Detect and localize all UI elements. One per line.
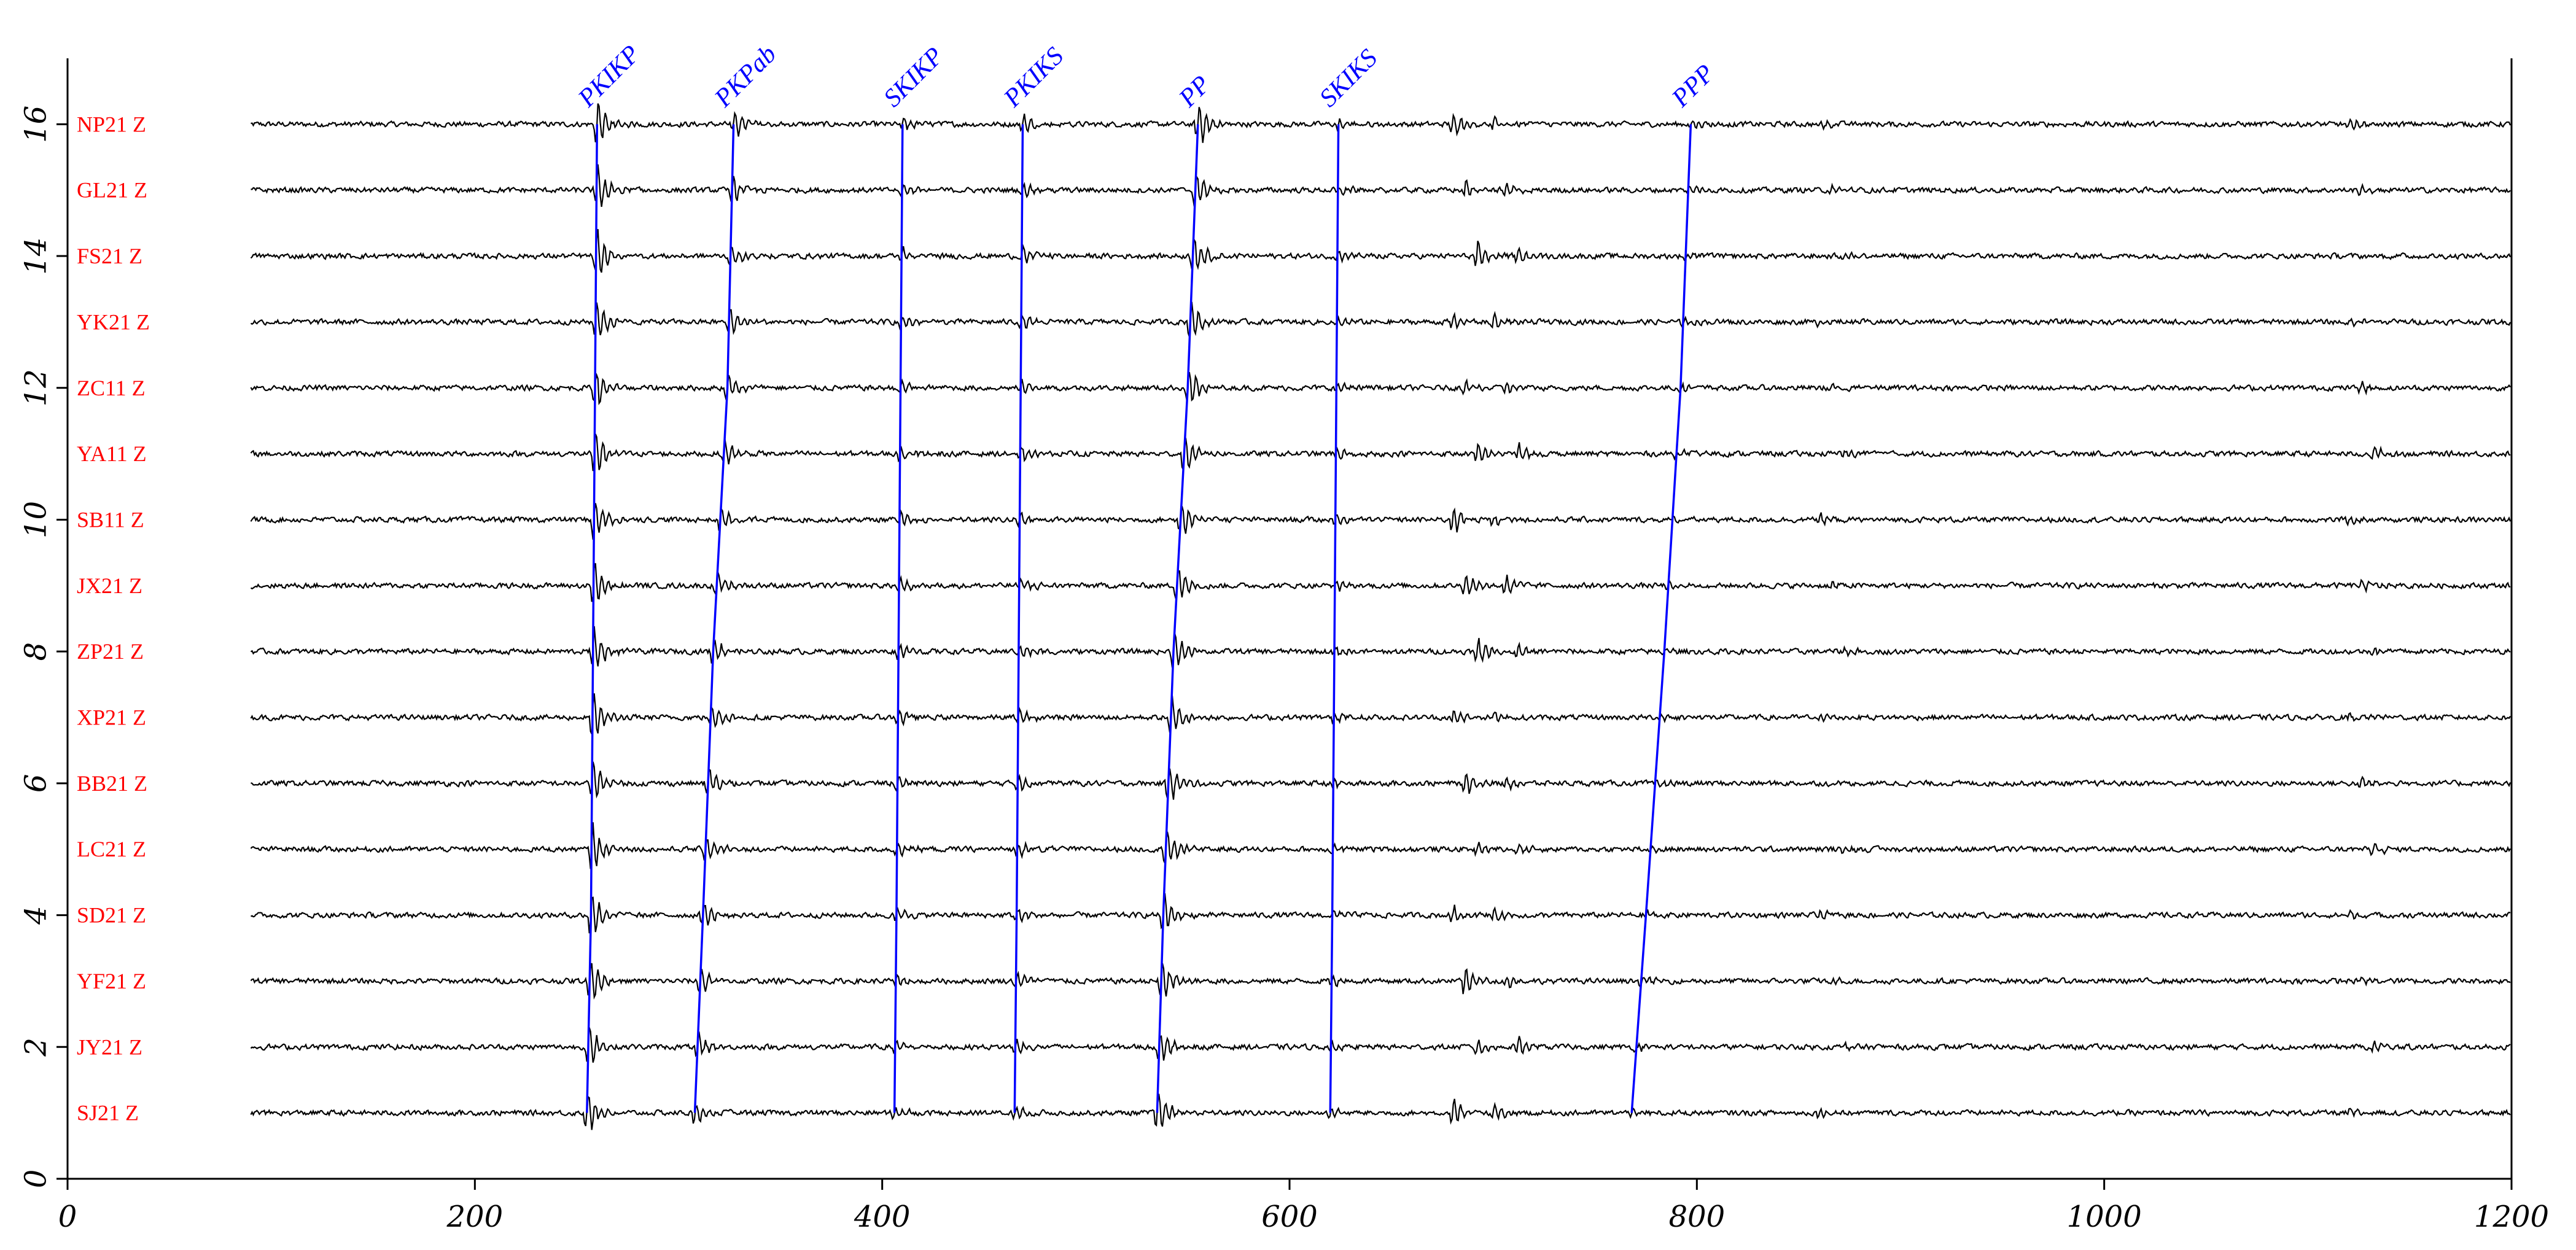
station-label: JX21 Z	[77, 573, 142, 598]
station-label: SB11 Z	[77, 507, 144, 532]
station-label: XP21 Z	[77, 705, 146, 730]
y-tick-label-16: 16	[19, 106, 53, 143]
station-label: NP21 Z	[77, 112, 146, 136]
station-label: FS21 Z	[77, 244, 142, 268]
y-tick-label-2: 2	[19, 1038, 53, 1057]
trace-sj21-z	[250, 1093, 2511, 1130]
plot-frame	[66, 58, 2513, 1180]
y-tick-label-12: 12	[19, 369, 53, 406]
trace-zp21-z	[250, 626, 2511, 668]
station-label: SJ21 Z	[77, 1101, 139, 1125]
trace-np21-z	[251, 103, 2512, 143]
phase-labels: PKIKP PKPab SKIKP PKIKS PP SKIKS PPP	[572, 40, 1720, 113]
phase-curve-pkpab	[693, 124, 735, 1113]
seismic-traces	[250, 103, 2512, 1130]
x-tick-label-0: 0	[58, 1200, 77, 1234]
trace-jx21-z	[250, 563, 2511, 602]
station-label: ZP21 Z	[77, 639, 144, 664]
x-tick-label-200: 200	[446, 1200, 504, 1234]
phase-label-ppp: PPP	[1666, 59, 1720, 113]
phase-label-skiks: SKIKS	[1314, 44, 1383, 113]
phase-label-pp: PP	[1173, 71, 1216, 114]
trace-gl21-z	[251, 164, 2511, 208]
phase-label-pkiks: PKIKS	[998, 42, 1069, 113]
x-tick-label-800: 800	[1669, 1200, 1726, 1234]
x-tick-label-1200: 1200	[2474, 1200, 2549, 1234]
x-tick-label-400: 400	[854, 1200, 911, 1234]
trace-yf21-z	[250, 963, 2511, 1000]
station-label: GL21 Z	[77, 178, 147, 203]
y-tick-label-0: 0	[19, 1170, 53, 1189]
x-axis: 0 200 400 600 800 1000 1200	[58, 1179, 2549, 1234]
x-tick-label-600: 600	[1261, 1200, 1318, 1234]
phase-curve-skikp	[893, 124, 904, 1113]
station-label: ZC11 Z	[77, 376, 146, 400]
station-label: JY21 Z	[77, 1035, 142, 1059]
y-tick-label-8: 8	[19, 642, 53, 661]
trace-ya11-z	[250, 433, 2511, 472]
station-label: LC21 Z	[77, 837, 146, 861]
y-tick-label-6: 6	[19, 774, 53, 793]
phase-curve-skiks	[1329, 124, 1340, 1113]
station-labels: NP21 Z GL21 Z FS21 Z YK21 Z ZC11 Z YA11 Z SB11…	[77, 112, 150, 1125]
y-axis: 0 2 4 6 8 10 12 14 16	[19, 106, 68, 1188]
phase-label-skikp: SKIKP	[878, 42, 949, 112]
station-label: YK21 Z	[77, 309, 150, 334]
trace-xp21-z	[250, 693, 2511, 734]
phase-curve-pp	[1156, 124, 1199, 1113]
station-label: YF21 Z	[77, 969, 146, 993]
trace-bb21-z	[251, 761, 2512, 800]
y-tick-label-4: 4	[19, 906, 53, 925]
station-label: YA11 Z	[77, 441, 147, 466]
trace-zc11-z	[250, 371, 2511, 406]
phase-curve-ppp	[1630, 124, 1692, 1113]
y-tick-label-10: 10	[19, 501, 53, 538]
x-tick-label-1000: 1000	[2067, 1200, 2142, 1234]
phase-label-pkpab: PKPab	[709, 40, 782, 113]
y-tick-label-14: 14	[19, 238, 53, 275]
trace-jy21-z	[250, 1027, 2511, 1063]
station-label: SD21 Z	[77, 903, 146, 928]
trace-sb11-z	[250, 503, 2512, 540]
phase-curves	[586, 124, 1692, 1113]
phase-label-pkikp: PKIKP	[572, 40, 645, 113]
trace-sd21-z	[251, 893, 2511, 934]
phase-curve-pkiks	[1013, 124, 1024, 1113]
trace-fs21-z	[250, 229, 2512, 273]
station-label: BB21 Z	[77, 771, 147, 796]
trace-yk21-z	[250, 301, 2512, 337]
phase-curve-pkikp	[586, 124, 599, 1113]
trace-lc21-z	[250, 822, 2511, 869]
